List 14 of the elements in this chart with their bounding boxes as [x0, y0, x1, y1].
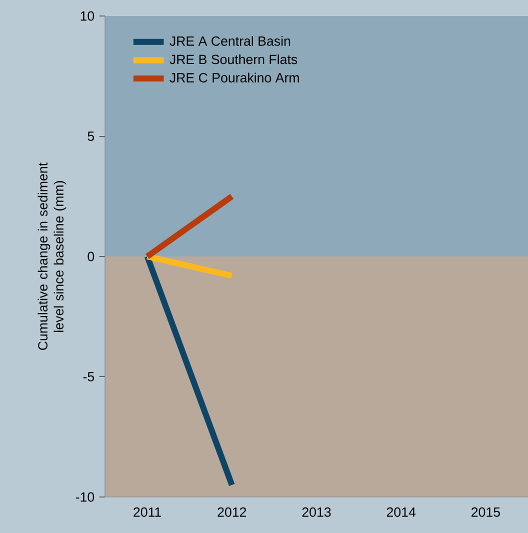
y-tick-label: 0	[88, 252, 94, 262]
y-axis-title: Cumulative change in sediment level since baseline (mm)	[38, 162, 66, 350]
x-tick-label: 2013	[302, 507, 331, 517]
legend-label: JRE C Pourakino Arm	[170, 72, 299, 82]
y-tick-label: -10	[76, 492, 94, 502]
x-tick-label: 2015	[471, 507, 500, 517]
x-tick-label: 2014	[386, 507, 416, 517]
y-tick-label: 10	[80, 11, 94, 21]
y-tick-label: -5	[83, 372, 94, 382]
x-tick-label: 2011	[134, 507, 161, 517]
y-tick-label: 5	[88, 132, 94, 141]
legend-label: JRE B Southern Flats	[170, 54, 298, 64]
legend-label: JRE A Central Basin	[170, 36, 290, 46]
x-tick-label: 2012	[218, 507, 246, 517]
